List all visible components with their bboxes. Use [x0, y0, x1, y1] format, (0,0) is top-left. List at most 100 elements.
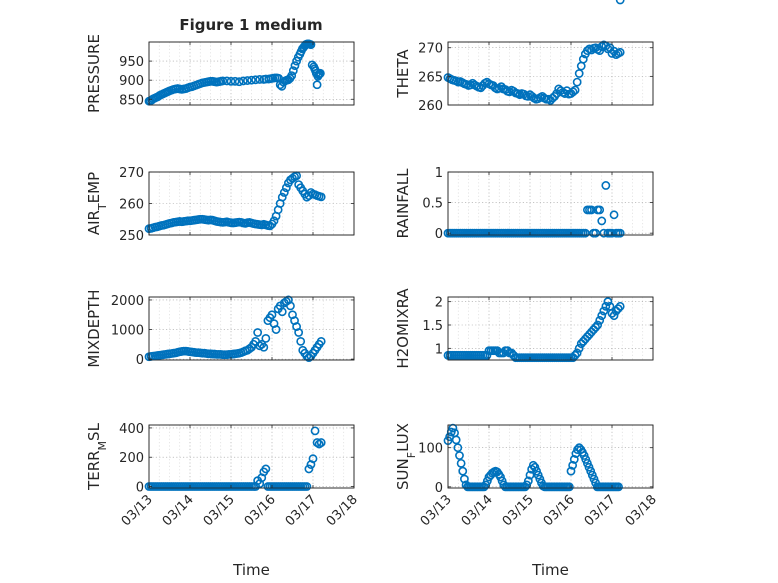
x-tick-label: 03/15: [201, 492, 238, 529]
data-point: [261, 464, 271, 474]
data-point: [271, 325, 281, 334]
data-point: [453, 443, 463, 453]
x-tick-label: 03/16: [541, 492, 578, 529]
data-point: [242, 76, 252, 85]
data-point: [601, 301, 611, 311]
data-point: [316, 336, 326, 346]
data-point: [302, 482, 312, 491]
data-point: [466, 80, 475, 90]
data-point: [267, 310, 277, 320]
data-point: [607, 49, 617, 58]
data-point: [615, 301, 625, 311]
data-point: [603, 297, 613, 307]
y-axis-label: TERRMSL: [85, 422, 109, 491]
y-tick-label: 1000: [111, 324, 144, 339]
data-point: [595, 315, 605, 325]
data-point: [570, 350, 580, 360]
y-axis-label: SUNFLUX: [394, 423, 418, 490]
y-tick-label: 850: [119, 93, 144, 108]
subplot-rainfall: 0 0.5 1 RAINFALL: [394, 166, 654, 242]
y-tick-label: 900: [119, 74, 144, 89]
x-tick-label: 03/17: [283, 492, 320, 529]
y-tick-label: 0: [136, 481, 144, 496]
x-tick-label: 03/15: [500, 492, 537, 529]
data-point: [286, 301, 295, 311]
y-tick-label: 400: [119, 422, 144, 437]
data-point: [234, 77, 244, 87]
data-point: [525, 470, 535, 480]
data-point: [615, 47, 625, 57]
data-point: [572, 348, 582, 358]
y-tick-label: 1: [435, 166, 443, 181]
data-point: [259, 342, 269, 352]
data-point: [238, 76, 248, 86]
data-point: [615, 228, 625, 238]
data-point: [523, 476, 533, 486]
y-axis-label: THETA: [394, 49, 412, 99]
data-point: [304, 464, 314, 474]
data-point: [314, 439, 324, 449]
data-point: [597, 311, 607, 321]
figure-title: Figure 1 medium: [179, 16, 322, 34]
data-point: [570, 85, 580, 95]
x-tick-label: 03/18: [623, 492, 660, 529]
axes-border: [447, 41, 654, 106]
data-point: [580, 228, 590, 238]
data-point: [247, 75, 256, 85]
y-tick-label: 0: [435, 227, 443, 242]
data-point: [255, 341, 265, 351]
y-axis-label: H2OMIXRA: [394, 288, 412, 369]
data-point: [615, 0, 625, 5]
x-tick-label: 03/13: [418, 492, 455, 529]
subplot-h2omixra: 1 1.5 2 H2OMIXRA: [394, 288, 654, 369]
data-point: [281, 183, 291, 193]
x-tick-label: 03/16: [242, 492, 279, 529]
data-point: [494, 83, 504, 93]
data-point: [609, 311, 619, 321]
data-point: [269, 216, 279, 226]
data-point: [459, 474, 469, 484]
data-point: [312, 438, 322, 447]
data-point: [290, 61, 300, 71]
y-tick-label: 270: [119, 166, 144, 181]
data-point: [569, 455, 579, 464]
y-tick-label: 0: [435, 481, 443, 496]
series-points: [144, 39, 325, 106]
y-tick-label: 1: [435, 342, 443, 357]
data-point: [306, 40, 316, 50]
data-point: [613, 304, 623, 314]
subplot-pressure: 850 900 950 PRESSURE: [85, 34, 355, 113]
data-point: [222, 76, 232, 86]
data-point: [595, 205, 605, 215]
data-point: [287, 71, 297, 80]
y-axis-label: PRESSURE: [85, 34, 103, 113]
data-point: [294, 328, 304, 337]
data-point: [261, 334, 271, 343]
data-point: [448, 423, 458, 433]
data-point: [607, 228, 617, 238]
data-point: [288, 66, 298, 76]
axes-frame: [148, 424, 355, 489]
y-axis-label: AIRTEMP: [85, 172, 109, 235]
data-point: [277, 307, 287, 317]
axes-frame: [447, 296, 654, 361]
data-point: [614, 482, 623, 492]
series-points: [144, 171, 326, 234]
data-point: [230, 76, 240, 86]
data-point: [455, 451, 464, 460]
y-tick-label: 260: [119, 198, 144, 213]
data-point: [599, 306, 609, 316]
y-axis-label: MIXDEPTH: [85, 289, 103, 367]
y-tick-label: 0.5: [422, 197, 443, 212]
subplot-terr_msl: 0 200 400 03/13 03/14 03/15 03/16 03/17 03/18 TER…: [85, 422, 361, 579]
series-points: [144, 426, 326, 491]
data-point: [255, 75, 265, 84]
data-point: [574, 343, 584, 353]
y-tick-label: 200: [119, 451, 144, 466]
data-point: [279, 188, 289, 197]
data-point: [597, 216, 607, 226]
subplot-theta: 260 265 270 THETA: [394, 40, 654, 114]
y-tick-label: 1.5: [422, 319, 443, 334]
subplot-grid: 850 900 950 PRESSURE 260 265 270 THETA 250 260 270…: [85, 0, 660, 579]
y-tick-label: 260: [418, 99, 443, 114]
